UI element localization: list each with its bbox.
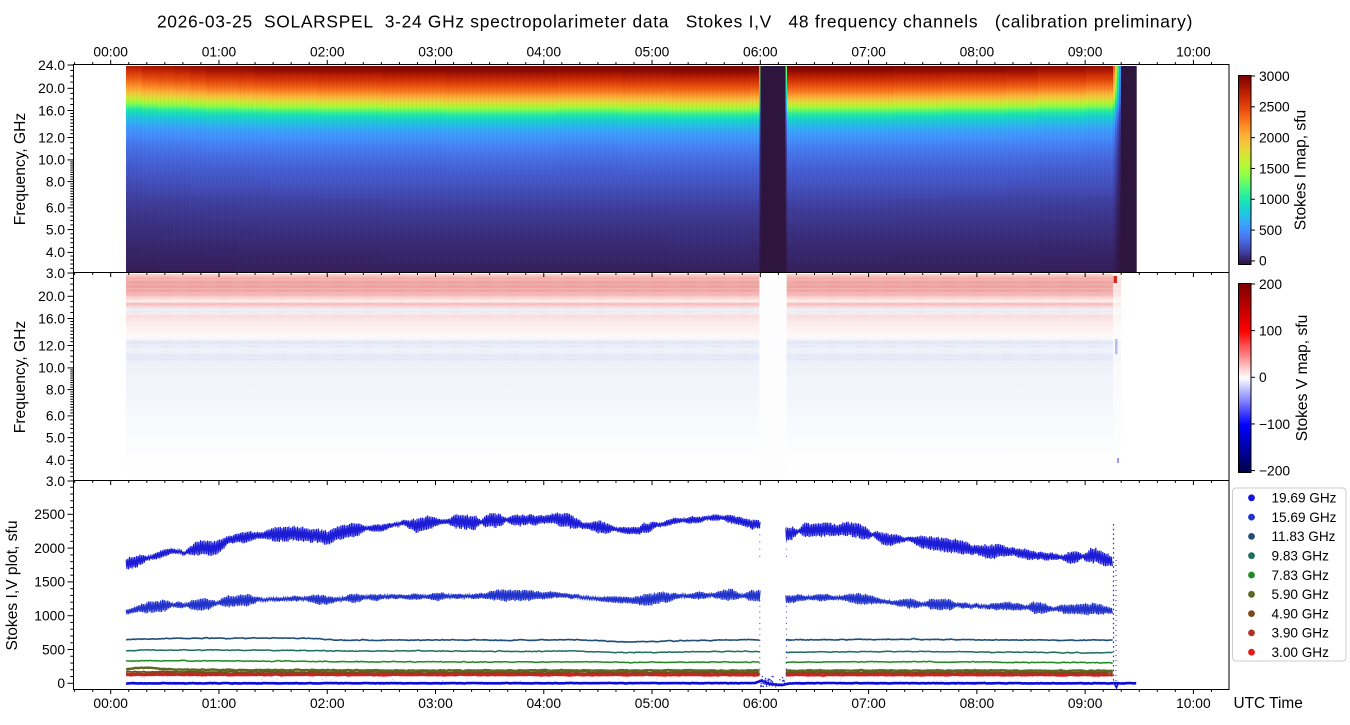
svg-text:20.0: 20.0 [38,81,65,96]
svg-text:02:00: 02:00 [310,696,345,711]
svg-text:Frequency, GHz: Frequency, GHz [12,321,29,434]
svg-text:Stokes I,V plot, sfu: Stokes I,V plot, sfu [4,520,21,650]
svg-text:00:00: 00:00 [93,696,128,711]
svg-text:7.83 GHz: 7.83 GHz [1272,568,1330,583]
svg-text:−100: −100 [1259,417,1290,432]
svg-text:500: 500 [1259,223,1282,238]
svg-text:4.90 GHz: 4.90 GHz [1272,606,1330,621]
svg-text:04:00: 04:00 [527,44,562,59]
svg-text:500: 500 [42,642,65,657]
svg-text:09:00: 09:00 [1068,44,1103,59]
svg-text:04:00: 04:00 [527,696,562,711]
svg-text:1000: 1000 [1259,192,1290,207]
svg-text:2500: 2500 [34,507,65,522]
svg-text:15.69 GHz: 15.69 GHz [1272,510,1337,525]
svg-text:9.83 GHz: 9.83 GHz [1272,549,1330,564]
svg-text:2000: 2000 [34,541,65,556]
svg-text:19.69 GHz: 19.69 GHz [1272,491,1337,506]
svg-text:0: 0 [57,676,65,691]
svg-text:200: 200 [1259,277,1282,292]
svg-text:3.00 GHz: 3.00 GHz [1272,645,1330,660]
svg-text:3000: 3000 [1259,69,1290,84]
svg-text:3.0: 3.0 [46,474,66,489]
svg-text:06:00: 06:00 [743,44,778,59]
svg-text:5.0: 5.0 [46,222,66,237]
svg-text:8.0: 8.0 [46,382,66,397]
svg-text:12.0: 12.0 [38,130,65,145]
svg-text:07:00: 07:00 [851,696,886,711]
svg-text:10.0: 10.0 [38,361,65,376]
svg-text:10:00: 10:00 [1176,696,1211,711]
svg-text:1500: 1500 [1259,161,1290,176]
svg-text:02:00: 02:00 [310,44,345,59]
svg-text:06:00: 06:00 [743,696,778,711]
svg-text:1500: 1500 [34,575,65,590]
svg-text:0: 0 [1259,370,1267,385]
svg-text:Stokes V map, sfu: Stokes V map, sfu [1294,315,1311,442]
svg-text:24.0: 24.0 [38,58,65,73]
svg-text:1000: 1000 [34,609,65,624]
svg-text:6.0: 6.0 [46,201,66,216]
svg-text:00:00: 00:00 [93,44,128,59]
svg-text:4.0: 4.0 [46,453,66,468]
svg-text:2500: 2500 [1259,100,1290,115]
svg-text:01:00: 01:00 [202,696,237,711]
svg-text:5.0: 5.0 [46,430,66,445]
svg-text:10.0: 10.0 [38,153,65,168]
svg-text:09:00: 09:00 [1068,696,1103,711]
svg-text:16.0: 16.0 [38,311,65,326]
svg-text:8.0: 8.0 [46,174,66,189]
svg-text:Frequency, GHz: Frequency, GHz [12,113,29,226]
svg-text:10:00: 10:00 [1176,44,1211,59]
svg-text:5.90 GHz: 5.90 GHz [1272,587,1330,602]
svg-text:100: 100 [1259,323,1282,338]
svg-text:01:00: 01:00 [202,44,237,59]
svg-text:2000: 2000 [1259,130,1290,145]
svg-text:3.90 GHz: 3.90 GHz [1272,626,1330,641]
svg-text:−200: −200 [1259,463,1290,478]
svg-text:Stokes I map, sfu: Stokes I map, sfu [1293,110,1310,230]
svg-text:03:00: 03:00 [418,44,453,59]
svg-text:12.0: 12.0 [38,338,65,353]
svg-text:03:00: 03:00 [418,696,453,711]
svg-text:UTC Time: UTC Time [1234,695,1303,712]
svg-text:08:00: 08:00 [960,44,995,59]
svg-text:07:00: 07:00 [851,44,886,59]
svg-text:08:00: 08:00 [960,696,995,711]
svg-text:2026-03-25 SOLARSPEL 3-24 GH: 2026-03-25 SOLARSPEL 3-24 GHz spectropol… [157,12,1193,32]
svg-text:20.0: 20.0 [38,289,65,304]
svg-text:0: 0 [1259,254,1267,269]
svg-text:16.0: 16.0 [38,103,65,118]
svg-text:6.0: 6.0 [46,409,66,424]
svg-text:4.0: 4.0 [46,245,66,260]
svg-text:3.0: 3.0 [46,266,66,281]
svg-text:05:00: 05:00 [635,44,670,59]
svg-text:11.83 GHz: 11.83 GHz [1272,529,1336,544]
svg-text:05:00: 05:00 [635,696,670,711]
